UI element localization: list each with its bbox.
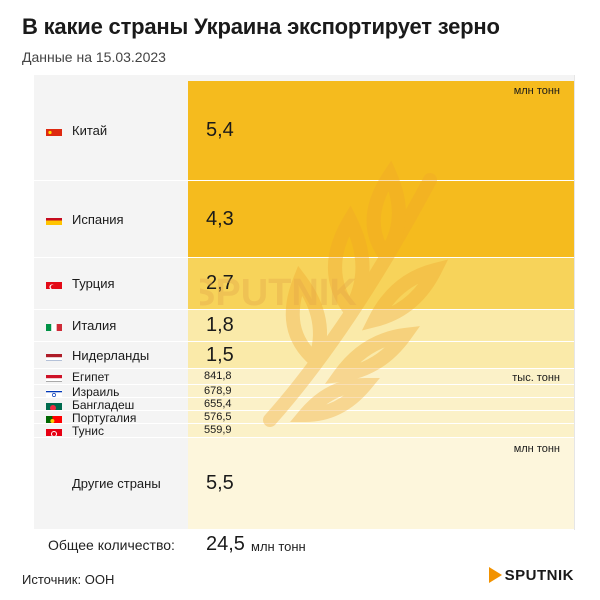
table-row: Египет 841,8 [34, 369, 574, 385]
value-bar [188, 181, 574, 257]
data-label: 5,5 [206, 472, 234, 494]
value-bar [188, 369, 574, 384]
total-value: 24,5 [206, 533, 245, 555]
flag-china-icon [46, 126, 62, 136]
table-row: Италия 1,8 [34, 310, 574, 342]
country-label: Италия [72, 318, 117, 333]
chart-title: В какие страны Украина экспортирует зерн… [22, 14, 500, 39]
data-label: 2,7 [206, 272, 234, 294]
data-label: 5,4 [206, 119, 234, 141]
chart-subtitle: Данные на 15.03.2023 [22, 49, 166, 65]
country-label: Португалия [72, 410, 137, 425]
country-label: Бангладеш [72, 397, 135, 412]
flag-israel-icon [46, 387, 62, 397]
country-label: Другие страны [72, 476, 161, 491]
table-row: Китай 5,4 [34, 81, 574, 181]
country-label: Китай [72, 123, 108, 138]
flag-spain-icon [46, 215, 62, 225]
flag-tunisia-icon [46, 426, 62, 436]
value-bar [188, 411, 574, 423]
country-label: Египет [72, 370, 110, 384]
value-bar [188, 310, 574, 341]
table-row: Бангладеш 655,4 [34, 397, 574, 412]
country-label: Тунис [72, 424, 104, 438]
table-row: Другие страны 5,5 [34, 438, 574, 530]
data-label: 559,9 [204, 424, 232, 436]
value-bar [188, 258, 574, 309]
data-label: 655,4 [204, 397, 232, 410]
value-bar [188, 385, 574, 397]
value-bar [188, 342, 574, 368]
unit-label-thousand: тыс. тонн [512, 372, 560, 384]
value-bar [188, 438, 574, 529]
flag-netherlands-icon [46, 351, 62, 361]
table-row: Нидерланды 1,5 [34, 342, 574, 369]
data-label: 576,5 [204, 410, 232, 423]
total-unit: млн тонн [251, 539, 306, 554]
flag-turkey-icon [46, 279, 62, 289]
flag-bangladesh-icon [46, 400, 62, 410]
value-bar [188, 424, 574, 437]
total-label: Общее количество: [48, 537, 175, 553]
table-row: Испания 4,3 [34, 181, 574, 258]
country-label: Нидерланды [72, 347, 150, 363]
country-label: Турция [72, 276, 115, 291]
data-label: 841,8 [204, 370, 232, 382]
country-label: Испания [72, 211, 124, 227]
sputnik-arrow-icon [488, 567, 502, 583]
logo-text: SPUTNIK [504, 567, 574, 584]
sputnik-logo: SPUTNIK [488, 567, 574, 584]
country-label: Израиль [72, 384, 120, 399]
data-label: 1,8 [206, 314, 234, 336]
flag-portugal-icon [46, 413, 62, 423]
data-label: 678,9 [204, 384, 232, 397]
flag-italy-icon [46, 321, 62, 331]
data-label: 4,3 [206, 207, 234, 230]
table-row: Тунис 559,9 [34, 424, 574, 438]
table-row: Израиль 678,9 [34, 384, 574, 399]
value-bar [188, 398, 574, 410]
table-row: Португалия 576,5 [34, 410, 574, 425]
data-label: 1,5 [206, 343, 234, 366]
table-row: Турция 2,7 [34, 258, 574, 310]
unit-label-million-other: млн тонн [513, 443, 560, 455]
source-note: Источник: ООН [22, 572, 115, 587]
unit-label-million: млн тонн [513, 85, 560, 97]
flag-egypt-icon [46, 372, 62, 382]
value-bar [188, 81, 574, 180]
